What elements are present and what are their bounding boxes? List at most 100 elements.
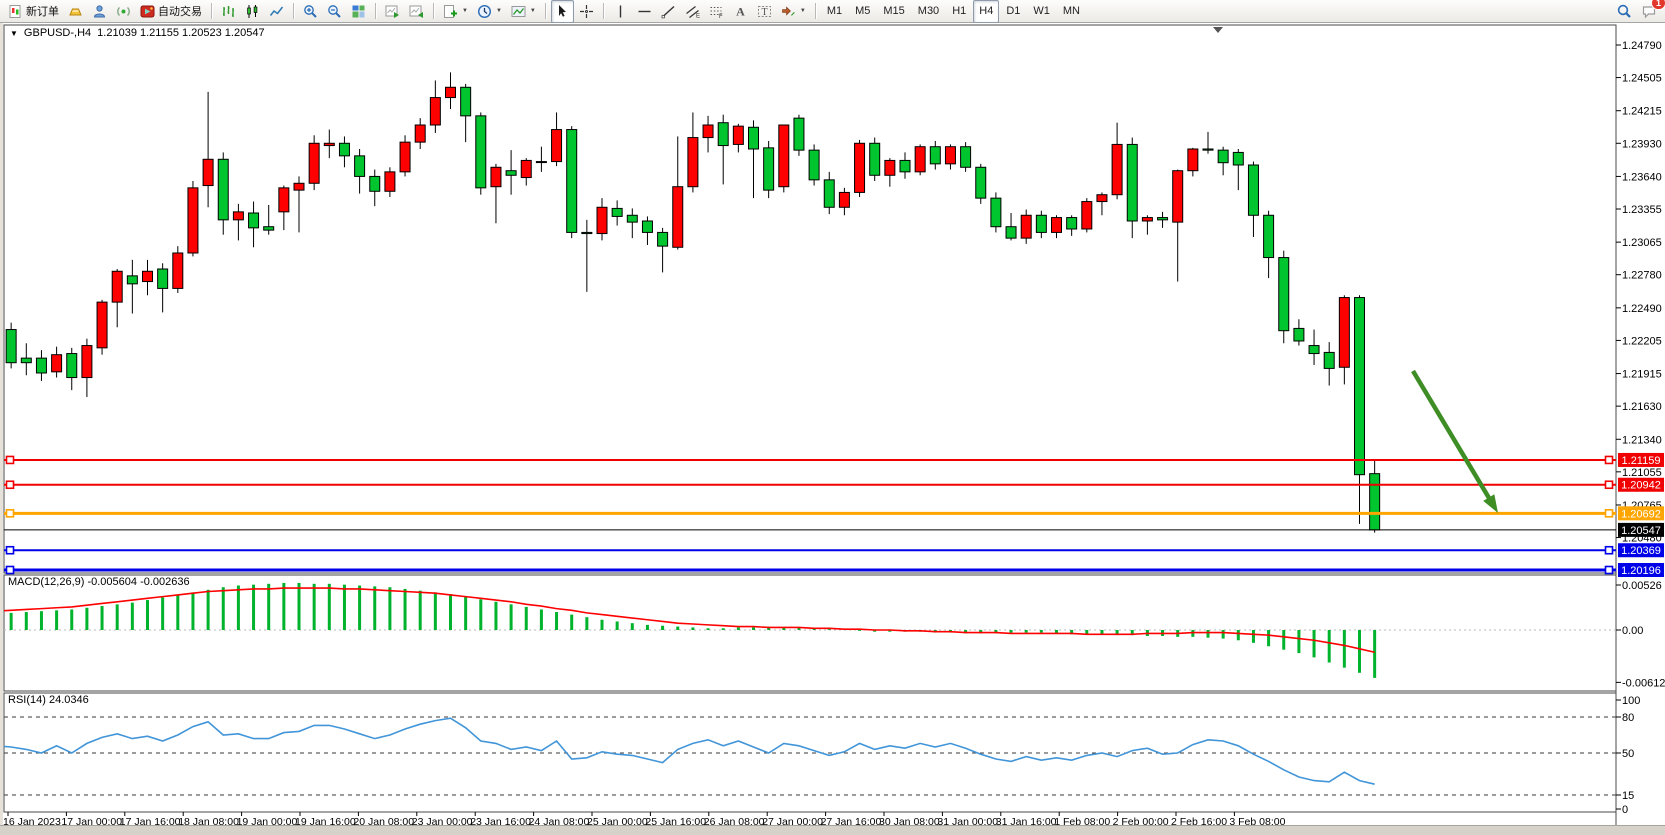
line-handle[interactable]	[1604, 509, 1614, 518]
candle-bullish	[293, 182, 305, 191]
rsi-axis-label: 15	[1622, 790, 1634, 802]
timeframe-m1-button[interactable]: M1	[821, 0, 848, 23]
dropdown-caret-icon[interactable]: ▼	[529, 8, 536, 14]
candle-bullish	[778, 124, 790, 188]
signals-button[interactable]	[112, 0, 135, 23]
profile-button[interactable]	[88, 0, 111, 23]
candle-bullish	[1172, 170, 1184, 223]
timeframe-m5-button[interactable]: M5	[849, 0, 876, 23]
gold-ingot-icon	[68, 4, 83, 19]
dropdown-caret-icon[interactable]: ▼	[799, 8, 806, 14]
line-handle[interactable]	[5, 545, 15, 555]
cursor-button[interactable]	[550, 0, 574, 23]
shapes-button[interactable]: ▼	[777, 0, 810, 23]
macd-signal-line	[4, 587, 1375, 654]
vertical-line-button[interactable]	[609, 0, 632, 23]
search-button[interactable]	[1612, 0, 1636, 23]
horizontal-line-button[interactable]	[633, 0, 656, 23]
candle-bearish	[763, 147, 775, 191]
periods-button[interactable]: ▼	[473, 0, 506, 23]
candle-bullish	[96, 301, 108, 349]
price-tick-label: 1.23640	[1622, 171, 1662, 183]
candle-bullish	[702, 124, 714, 139]
candle-bearish	[248, 212, 260, 229]
candle-bullish	[672, 186, 684, 248]
candle-bearish	[1202, 148, 1214, 151]
line-handle[interactable]	[1604, 545, 1614, 555]
line-handle[interactable]	[5, 455, 15, 465]
candle-bearish	[217, 158, 229, 221]
price-axis: 1.24790 1.24505 1.24215 1.23930 1.23640 1.233…	[1616, 40, 1662, 545]
candle-bearish	[793, 117, 805, 151]
channel-button[interactable]: E	[681, 0, 704, 23]
macd-indicator-label: MACD(12,26,9) -0.005604 -0.002636	[8, 576, 190, 588]
candle-bearish	[581, 231, 593, 235]
dropdown-caret-icon[interactable]: ▼	[462, 8, 468, 14]
candle-bearish	[1323, 351, 1335, 369]
price-tick-label: 1.22780	[1622, 270, 1662, 282]
chart-shift-icon	[409, 4, 424, 19]
timeframe-d1-button[interactable]: D1	[1000, 0, 1026, 23]
timeframe-m30-button[interactable]: M30	[912, 0, 945, 23]
candle-bearish	[808, 149, 820, 181]
new-order-button[interactable]: 新订单	[4, 0, 63, 23]
timeframe-mn-button[interactable]: MN	[1057, 0, 1086, 23]
price-tick-label: 1.23065	[1622, 237, 1662, 249]
line-handle[interactable]	[1604, 480, 1614, 490]
line-handle[interactable]	[5, 480, 15, 490]
timeframe-m15-button[interactable]: M15	[877, 0, 910, 23]
line-chart-button[interactable]	[265, 0, 288, 23]
clock-icon	[477, 4, 492, 19]
new-chart-button[interactable]: ▼	[439, 0, 472, 23]
autotrading-button-label: 自动交易	[158, 6, 202, 18]
candle-bearish	[5, 329, 17, 364]
candle-bearish	[475, 115, 487, 189]
dropdown-caret-icon[interactable]: ▼	[495, 8, 502, 14]
templates-button[interactable]: ▼	[507, 0, 540, 23]
ingot-button[interactable]	[64, 0, 87, 23]
line-handle[interactable]	[1604, 565, 1614, 575]
autotrading-button[interactable]: 自动交易	[136, 0, 206, 23]
zoom-in-button[interactable]	[299, 0, 322, 23]
line-handle[interactable]	[5, 565, 15, 575]
candlestick-chart-button[interactable]	[241, 0, 264, 23]
chart-menu-arrow-icon[interactable]: ▼	[10, 28, 18, 38]
candle-bullish	[535, 161, 547, 164]
text-button[interactable]: A	[729, 0, 752, 23]
candle-bearish	[929, 146, 941, 165]
label-button[interactable]: T	[753, 0, 776, 23]
tile-windows-button[interactable]	[347, 0, 370, 23]
price-tick-label: 1.24215	[1622, 106, 1662, 118]
candle-bearish	[823, 179, 835, 208]
trend-arrow-annotation[interactable]	[1411, 369, 1498, 513]
channel-icon: E	[685, 4, 700, 19]
timeframe-h1-button[interactable]: H1	[946, 0, 972, 23]
notifications-button[interactable]: 1	[1637, 0, 1665, 23]
crosshair-button[interactable]	[575, 0, 598, 23]
toolbar-separator	[293, 3, 294, 19]
chart-shift-marker-icon[interactable]	[1213, 27, 1223, 33]
timeframe-label: D1	[1006, 5, 1021, 17]
chart-shift-button[interactable]	[405, 0, 428, 23]
timeframe-w1-button[interactable]: W1	[1027, 0, 1056, 23]
candle-bearish	[1354, 297, 1365, 476]
bar-chart-button[interactable]	[217, 0, 240, 23]
candle-bearish	[1263, 214, 1275, 259]
candle-bearish	[611, 207, 623, 217]
timeframe-h4-button[interactable]: H4	[973, 0, 1000, 23]
line-handle[interactable]	[1604, 455, 1614, 465]
auto-scroll-button[interactable]	[381, 0, 404, 23]
zoom-out-button[interactable]	[323, 0, 346, 23]
candle-bullish	[944, 146, 956, 165]
candle-bullish	[384, 171, 396, 192]
toolbar-separator	[544, 3, 546, 19]
main-toolbar: 新订单 自动交易 ▼ ▼ ▼ E F A T ▼ M1 M5 M15 M30 H1 H4 D1 W1 MN 1	[0, 0, 1665, 23]
price-tick-label: 1.21055	[1622, 467, 1662, 479]
trendline-button[interactable]	[657, 0, 680, 23]
candle-bearish	[20, 357, 32, 364]
line-handle[interactable]	[5, 509, 15, 518]
fibonacci-button[interactable]: F	[705, 0, 728, 23]
toolbar-separator	[433, 3, 434, 19]
candle-bullish	[1096, 194, 1108, 203]
macd-axis-label: 0.00526	[1622, 580, 1662, 592]
